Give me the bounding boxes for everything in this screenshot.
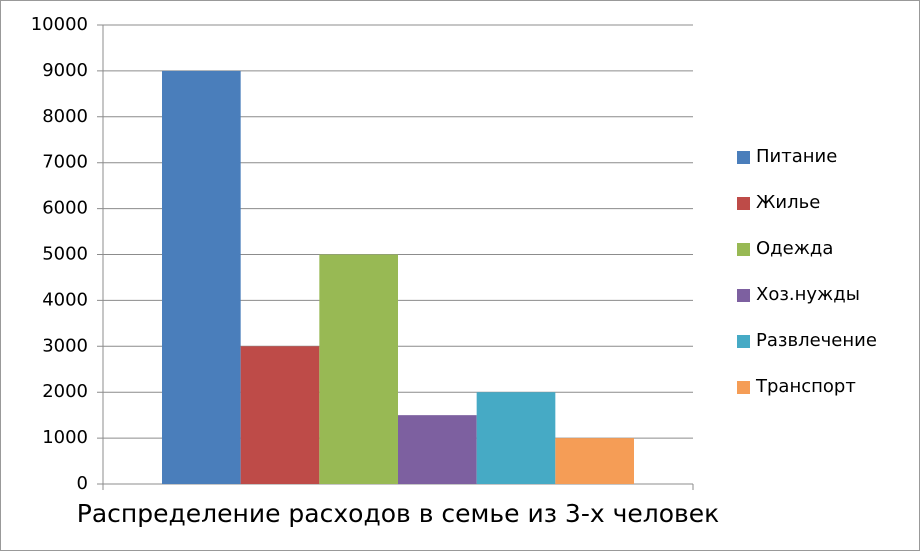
legend-swatch bbox=[737, 243, 750, 256]
y-tick-label: 2000 bbox=[42, 381, 88, 402]
y-tick-label: 3000 bbox=[42, 335, 88, 356]
y-tick-label: 5000 bbox=[42, 244, 88, 265]
y-tick-label: 0 bbox=[77, 473, 88, 494]
y-tick-label: 7000 bbox=[42, 152, 88, 173]
legend-swatch bbox=[737, 289, 750, 302]
legend-swatch bbox=[737, 151, 750, 164]
legend-label: Одежда bbox=[756, 238, 833, 259]
legend-label: Жилье bbox=[756, 192, 820, 213]
x-tick-label: Распределение расходов в семье из 3-х че… bbox=[77, 499, 720, 528]
legend-swatch bbox=[737, 381, 750, 394]
bar bbox=[319, 254, 398, 484]
y-tick-label: 1000 bbox=[42, 427, 88, 448]
bar bbox=[476, 392, 556, 484]
legend-swatch bbox=[737, 197, 750, 210]
y-tick-label: 6000 bbox=[42, 198, 88, 219]
legend-label: Питание bbox=[756, 146, 837, 167]
legend-label: Транспорт bbox=[755, 376, 856, 397]
bar bbox=[555, 438, 634, 484]
legend-label: Развлечение bbox=[756, 330, 877, 351]
y-tick-label: 8000 bbox=[42, 106, 88, 127]
y-tick-label: 4000 bbox=[42, 289, 88, 310]
bar bbox=[240, 346, 320, 484]
bar bbox=[398, 415, 477, 484]
legend-label: Хоз.нужды bbox=[756, 284, 860, 305]
legend-swatch bbox=[737, 335, 750, 348]
bar bbox=[162, 70, 241, 485]
y-tick-label: 9000 bbox=[42, 60, 88, 81]
y-tick-label: 10000 bbox=[31, 14, 88, 35]
